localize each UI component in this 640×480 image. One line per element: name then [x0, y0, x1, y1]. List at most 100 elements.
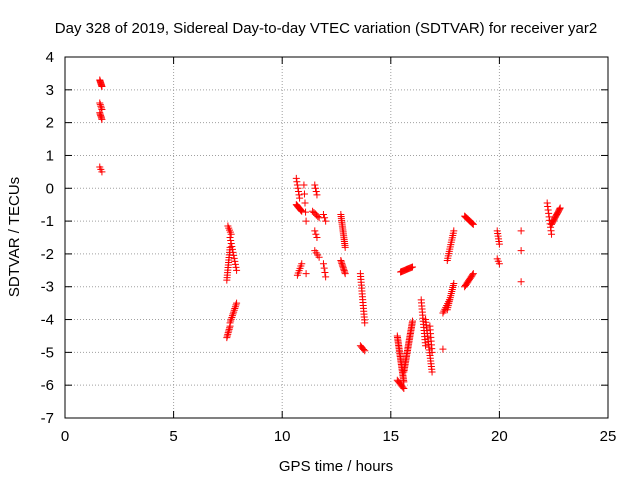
- y-tick-label: 4: [46, 49, 54, 66]
- data-point: [96, 99, 104, 107]
- grid-lines: [65, 57, 608, 418]
- data-point: [517, 278, 525, 286]
- data-point: [313, 234, 321, 241]
- data-point: [301, 199, 309, 207]
- data-point: [361, 347, 369, 355]
- data-point: [341, 270, 349, 278]
- data-points: [96, 76, 564, 392]
- data-point: [311, 227, 319, 235]
- data-point: [422, 342, 430, 350]
- data-point: [556, 205, 564, 213]
- data-point: [495, 260, 503, 268]
- data-point: [319, 260, 327, 268]
- data-point: [227, 230, 235, 238]
- data-point: [400, 378, 408, 386]
- data-point: [302, 208, 310, 216]
- data-point: [556, 204, 564, 212]
- data-point: [98, 83, 106, 91]
- data-point: [302, 217, 310, 225]
- data-point: [409, 263, 417, 271]
- data-point: [297, 207, 305, 215]
- y-tick-label: -2: [41, 246, 54, 263]
- data-point: [469, 271, 477, 279]
- data-point: [231, 303, 239, 311]
- data-point: [468, 219, 476, 227]
- x-tick-label: 15: [382, 428, 399, 445]
- data-point: [312, 188, 320, 196]
- data-point: [300, 181, 308, 189]
- y-tick-label: 0: [46, 180, 54, 197]
- y-tick-label: -4: [41, 312, 54, 329]
- y-tick-label: -7: [41, 410, 54, 427]
- data-point: [469, 220, 477, 228]
- data-point: [517, 227, 525, 235]
- x-tick-label: 10: [274, 428, 291, 445]
- data-point: [469, 270, 477, 278]
- data-point: [228, 313, 236, 321]
- data-point: [98, 115, 106, 123]
- data-point: [321, 269, 329, 277]
- data-point: [450, 227, 458, 235]
- data-point: [230, 251, 238, 259]
- data-point: [228, 242, 236, 250]
- data-point: [231, 305, 239, 313]
- data-point: [232, 301, 240, 309]
- chart-title: Day 328 of 2019, Sidereal Day-to-day VTE…: [55, 20, 597, 37]
- data-point: [312, 230, 320, 238]
- data-point: [450, 279, 458, 287]
- data-point: [231, 257, 239, 265]
- data-point: [226, 319, 234, 327]
- data-point: [313, 191, 321, 199]
- data-point: [341, 243, 349, 251]
- data-point: [227, 239, 235, 247]
- data-point: [97, 102, 105, 110]
- data-point: [233, 266, 241, 274]
- data-point: [292, 174, 300, 182]
- x-tick-label: 5: [169, 428, 177, 445]
- data-point: [302, 270, 310, 278]
- data-point: [300, 190, 308, 198]
- data-point: [319, 211, 327, 219]
- data-point: [312, 184, 320, 192]
- data-point: [361, 319, 369, 327]
- data-point: [228, 245, 236, 253]
- data-point: [315, 253, 323, 261]
- data-point: [97, 104, 105, 112]
- y-tick-label: -5: [41, 344, 54, 361]
- x-axis-label: GPS time / hours: [279, 458, 393, 475]
- y-tick-label: -6: [41, 377, 54, 394]
- data-point: [232, 263, 240, 271]
- plot-frame: [64, 56, 609, 419]
- data-point: [294, 188, 302, 196]
- data-point: [293, 178, 301, 186]
- data-point: [322, 217, 330, 225]
- data-point: [227, 236, 235, 244]
- data-point: [297, 206, 305, 214]
- data-point: [311, 181, 319, 189]
- data-point: [428, 368, 436, 376]
- data-point: [298, 260, 306, 268]
- axis-ticks: 0 5 10 15 20 25 -7 -6 -5 -4 -3 -2 -1 0 1 2 3 4: [41, 49, 617, 445]
- y-tick-label: 3: [46, 82, 54, 99]
- data-point: [294, 184, 302, 192]
- data-point: [314, 212, 322, 220]
- data-point: [409, 317, 417, 325]
- data-point: [517, 247, 525, 255]
- data-point: [428, 348, 436, 356]
- data-point: [295, 191, 303, 199]
- data-point: [231, 260, 239, 268]
- data-point: [469, 220, 477, 228]
- data-point: [96, 101, 104, 109]
- data-point: [227, 317, 235, 325]
- y-axis-label: SDTVAR / TECUs: [6, 177, 23, 297]
- data-point: [322, 273, 330, 281]
- data-point: [228, 312, 236, 320]
- data-point: [230, 308, 238, 316]
- data-point: [233, 299, 241, 307]
- data-point: [296, 194, 304, 202]
- data-point: [227, 315, 235, 323]
- y-tick-label: 2: [46, 115, 54, 132]
- data-point: [229, 310, 237, 318]
- data-point: [321, 214, 329, 222]
